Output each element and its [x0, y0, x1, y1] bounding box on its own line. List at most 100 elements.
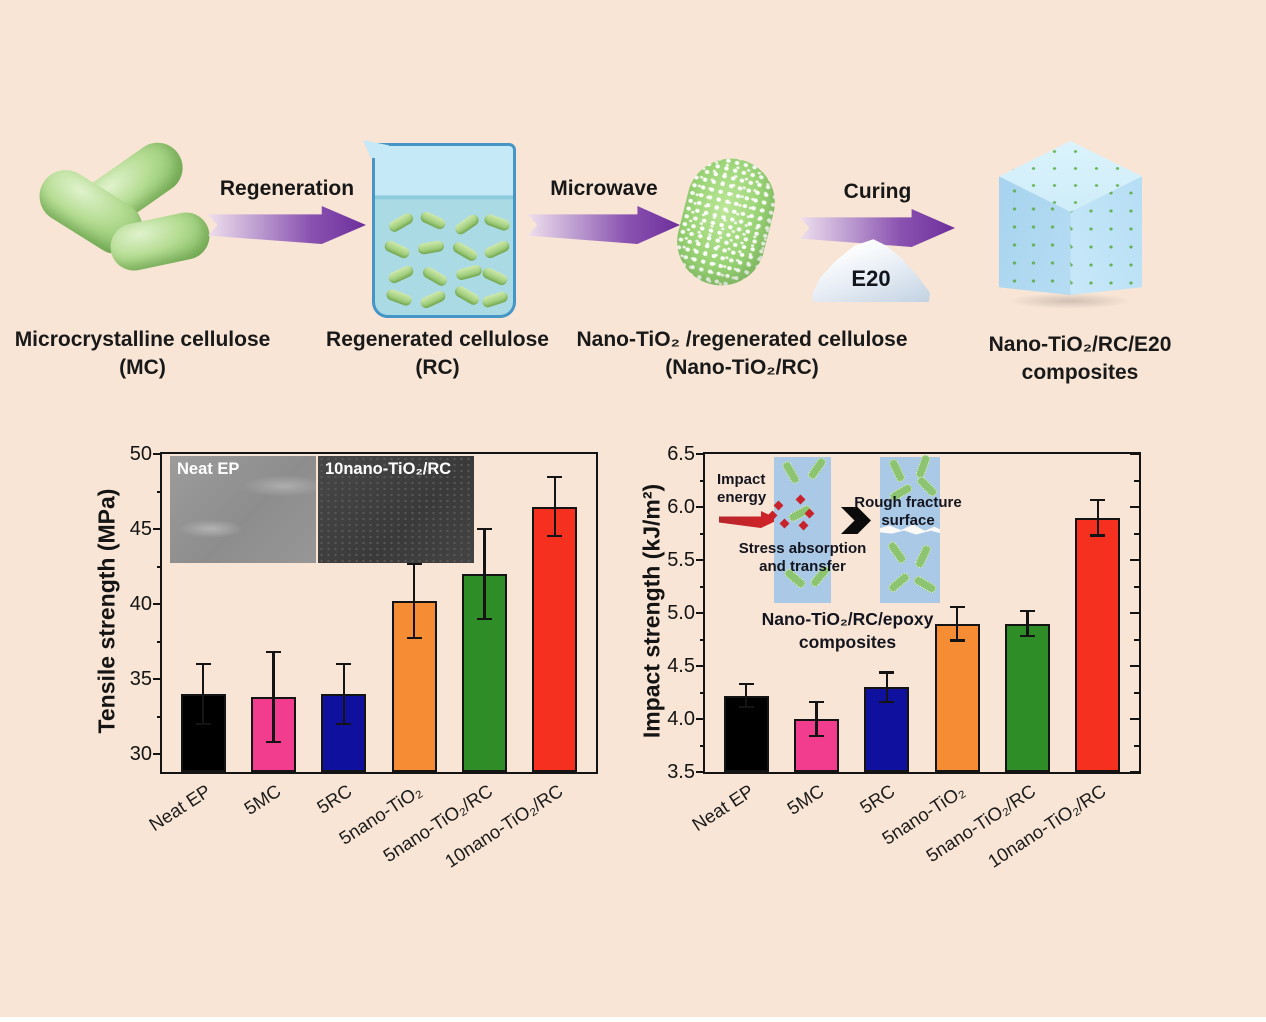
error-bar — [745, 684, 748, 708]
caption-composites: Nano-TiO₂/RC/E20 composites — [962, 331, 1198, 387]
caption-rc: Regenerated cellulose (RC) — [320, 326, 555, 382]
error-bar — [202, 664, 205, 724]
error-bar — [553, 476, 556, 537]
stress-line1: Stress absorption — [738, 540, 867, 557]
x-axis-label-text: 5RC — [855, 780, 899, 818]
y-axis-minor-tick — [157, 565, 162, 568]
error-bar-cap — [879, 700, 895, 704]
y-axis-tick-right — [1130, 558, 1139, 562]
error-bar-cap — [266, 651, 282, 654]
error-bar-cap — [1090, 498, 1106, 501]
error-bar — [413, 563, 416, 639]
error-bar-cap — [476, 617, 492, 620]
y-axis-minor-tick — [157, 490, 162, 493]
y-axis-tick-right — [1130, 452, 1139, 456]
x-axis-label-text: 5RC — [312, 780, 356, 818]
impact-chart-plot: Impact energy Stress absorption and tran… — [667, 443, 1141, 872]
stress-annotation: Stress absorption and transfer — [730, 540, 875, 576]
error-bar — [272, 652, 275, 742]
y-axis-minor-tick-right — [1134, 585, 1139, 588]
y-axis-tick-label: 50 — [129, 443, 152, 465]
error-bar-cap — [547, 475, 563, 478]
y-axis-minor-tick — [700, 638, 705, 641]
error-bar — [1096, 499, 1099, 536]
y-axis-tick-right — [1130, 717, 1139, 721]
error-bar — [885, 672, 888, 703]
x-axis-label-text: Neat EP — [688, 780, 758, 836]
curing-step: Curing — [800, 180, 955, 247]
error-bar-cap — [1019, 609, 1035, 613]
curing-label: Curing — [843, 180, 912, 203]
impact-energy-line1: Impact — [717, 471, 766, 488]
error-bar-cap — [406, 637, 422, 640]
y-axis-tick — [696, 611, 705, 615]
y-axis-tick-label: 5.0 — [667, 602, 695, 624]
y-axis-minor-tick — [700, 479, 705, 482]
caption-nano-rc-line1: Nano-TiO₂ /regenerated cellulose — [576, 328, 908, 351]
microwave-step: Microwave — [528, 177, 680, 244]
y-axis-tick — [153, 752, 162, 756]
y-axis-tick-label: 45 — [129, 518, 152, 540]
y-axis-minor-tick-right — [1134, 691, 1139, 694]
y-axis-tick-label: 5.5 — [667, 549, 695, 571]
error-bar-cap — [1019, 635, 1035, 638]
data-bar-Neat EP — [723, 695, 769, 772]
error-bar-cap — [949, 605, 965, 608]
y-axis-tick — [696, 770, 705, 774]
y-axis-minor-tick-right — [1134, 532, 1139, 535]
y-axis-tick — [153, 677, 162, 681]
sem-inset-label: 10nano-TiO₂/RC — [325, 460, 452, 478]
y-axis-tick-label: 40 — [129, 593, 152, 615]
y-axis-minor-tick — [700, 585, 705, 588]
e20-powder-icon: E20 — [812, 239, 930, 302]
error-bar-cap — [195, 663, 211, 666]
beaker-icon — [363, 140, 516, 318]
sem-inset-10nano-tio2-rc: 10nano-TiO₂/RC — [318, 456, 474, 563]
y-axis-tick — [696, 452, 705, 456]
e20-label: E20 — [851, 266, 891, 291]
error-bar-cap — [406, 562, 422, 565]
caption-mc-line2: (MC) — [119, 356, 166, 379]
y-axis-tick-label: 6.0 — [667, 496, 695, 518]
x-axis-label-text: 5MC — [783, 780, 828, 819]
data-bar-5nano-TiO₂/RC — [1004, 623, 1050, 772]
y-axis-minor-tick — [700, 532, 705, 535]
y-axis-tick-right — [1130, 611, 1139, 615]
error-bar-cap — [476, 528, 492, 531]
right-arrow-icon — [528, 206, 680, 244]
error-bar-cap — [879, 671, 895, 674]
y-axis-tick-label: 3.5 — [667, 761, 695, 783]
error-bar-cap — [336, 722, 352, 725]
sem-inset-label: Neat EP — [177, 460, 240, 478]
y-axis-minor-tick — [700, 744, 705, 747]
error-bar — [815, 702, 818, 736]
error-bar-cap — [738, 706, 754, 709]
fracture-panel — [880, 457, 940, 603]
composites-line1: Nano-TiO₂/RC/epoxy — [761, 609, 934, 629]
caption-rc-line1: Regenerated cellulose — [326, 328, 549, 351]
error-bar — [342, 664, 345, 724]
tensile-chart-plot: Neat EP 10nano-TiO₂/RC 30 35 40 45 50 Neat EP… — [130, 443, 598, 872]
caption-composites-line2: composites — [1021, 361, 1139, 384]
regeneration-label: Regeneration — [219, 177, 355, 200]
y-axis-tick — [153, 527, 162, 531]
caption-mc-line1: Microcrystalline cellulose — [14, 328, 271, 351]
rough-line1: Rough fracture — [854, 494, 962, 511]
y-axis-minor-tick — [157, 715, 162, 718]
y-axis-minor-tick — [157, 640, 162, 643]
error-bar-cap — [949, 639, 965, 642]
y-axis-tick-label: 4.0 — [667, 708, 695, 730]
data-bar-10nano-TiO₂/RC — [532, 506, 578, 772]
error-bar — [483, 529, 486, 619]
error-bar-cap — [738, 683, 754, 686]
y-axis-tick — [153, 602, 162, 606]
caption-composites-line1: Nano-TiO₂/RC/E20 — [988, 333, 1172, 356]
y-axis-minor-tick-right — [1134, 744, 1139, 747]
x-axis-label-text: 10nano-TiO₂/RC — [440, 780, 567, 872]
x-axis-label-text: Neat EP — [145, 780, 215, 836]
y-axis-tick-right — [1130, 505, 1139, 509]
error-bar-cap — [547, 535, 563, 538]
rough-fracture-annotation: Rough fracture surface — [843, 494, 973, 530]
y-axis-minor-tick — [700, 691, 705, 694]
